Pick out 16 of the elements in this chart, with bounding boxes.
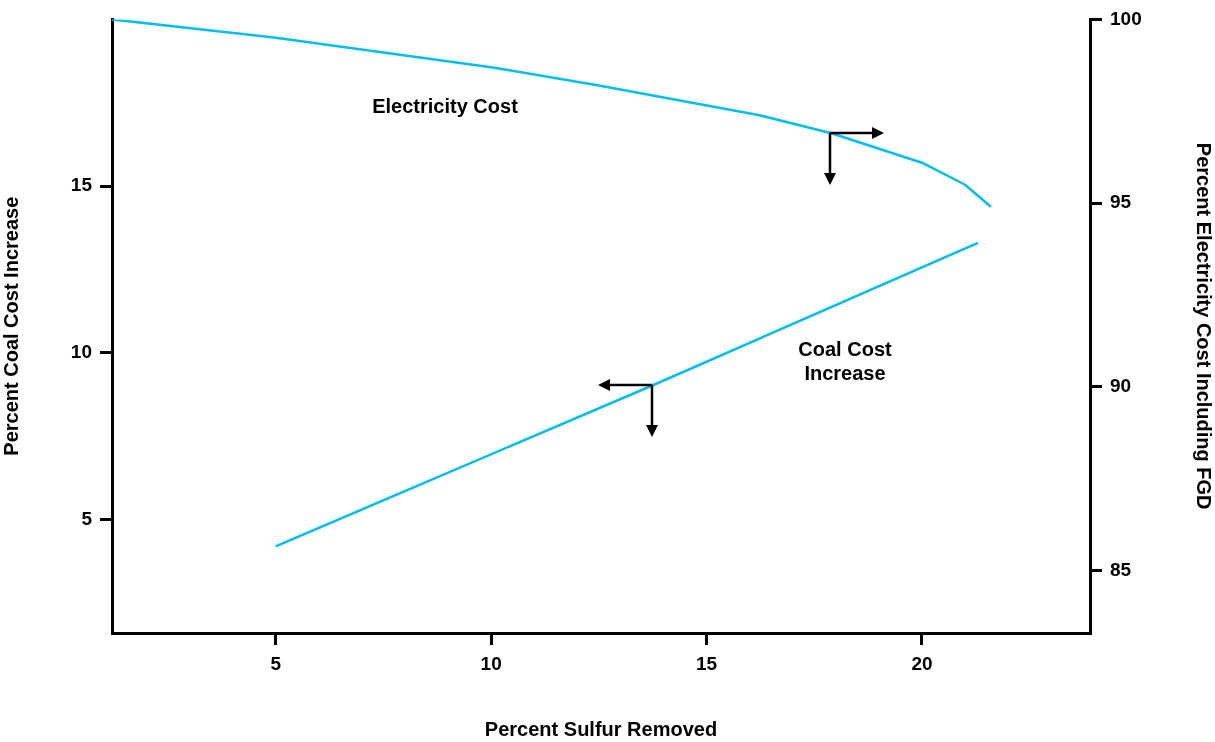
y-axis-title: Percent Coal Cost Increase [0, 196, 22, 456]
y-tick-label: 10 [70, 341, 92, 363]
y2-tick-label: 100 [1110, 7, 1142, 29]
series-label: Coal Cost Increase [798, 337, 893, 384]
y2-tick-label: 90 [1110, 375, 1132, 397]
y-tick-label: 15 [70, 174, 93, 196]
x-tick-label: 15 [695, 652, 718, 674]
x-tick-label: 20 [911, 652, 933, 674]
y2-tick-label: 85 [1110, 558, 1132, 580]
y-tick-label: 5 [81, 507, 93, 529]
x-tick-label: 10 [480, 652, 502, 674]
series-label: Electricity Cost [372, 94, 519, 117]
x-tick-label: 5 [270, 652, 282, 674]
y2-tick-label: 95 [1110, 191, 1132, 213]
x-axis-title: Percent Sulfur Removed [484, 717, 718, 740]
y2-axis-title: Percent Electricity Cost Including FGD [1193, 142, 1215, 510]
